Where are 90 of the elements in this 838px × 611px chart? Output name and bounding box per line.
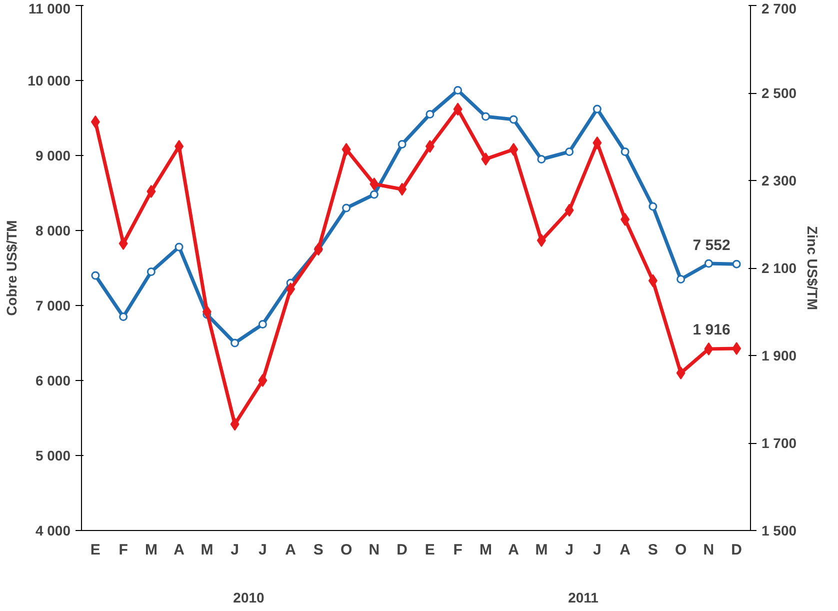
point <box>174 140 184 153</box>
point <box>454 86 462 94</box>
y-tick-label: 8 000 <box>35 222 71 238</box>
x-tick-label: S <box>648 542 658 558</box>
point <box>565 148 574 156</box>
data-label: 7 552 <box>692 237 730 254</box>
y2-tick-label: 1 500 <box>762 522 797 538</box>
x-tick-label: E <box>90 542 100 558</box>
x-tick-label: M <box>144 542 158 558</box>
point <box>426 110 434 118</box>
point <box>732 260 741 268</box>
point <box>91 271 100 280</box>
point <box>704 259 713 268</box>
point <box>370 190 378 199</box>
y-tick-label: 9 000 <box>35 148 71 164</box>
point <box>648 202 658 211</box>
point <box>481 112 490 121</box>
x-tick-label: O <box>340 542 352 558</box>
x-tick-label: F <box>118 542 128 558</box>
point <box>592 104 602 114</box>
x-tick-label: S <box>313 542 324 558</box>
y-axis-title: Cobre US$/TM <box>4 220 20 316</box>
point <box>453 102 462 116</box>
point <box>704 342 714 356</box>
point <box>174 242 184 252</box>
point <box>90 115 100 128</box>
x-tick-label: A <box>620 542 631 558</box>
text: 2010 <box>233 590 265 606</box>
y-tick-label: 7 000 <box>35 298 71 314</box>
x-tick-label: O <box>674 542 687 558</box>
y-tick-label: 5 000 <box>35 448 71 464</box>
point <box>536 234 546 247</box>
point <box>146 184 156 198</box>
point <box>146 268 156 276</box>
x-tick-label: D <box>731 542 742 558</box>
point <box>398 140 406 148</box>
point <box>342 204 351 212</box>
point <box>620 212 630 226</box>
point <box>620 148 630 156</box>
x-tick-label: E <box>424 542 435 558</box>
y-tick-label: 11 000 <box>28 0 71 16</box>
y-tick-label: 6 000 <box>35 372 71 388</box>
point <box>676 275 686 284</box>
point <box>370 178 379 190</box>
point <box>648 274 658 288</box>
point <box>118 237 128 250</box>
point <box>509 115 518 124</box>
y2-tick-label: 1 700 <box>762 435 797 451</box>
point <box>481 152 490 166</box>
x-tick-label: J <box>258 542 267 558</box>
point <box>258 374 268 387</box>
point <box>258 320 267 328</box>
point <box>314 242 323 256</box>
x-tick-label: J <box>593 542 602 558</box>
point <box>230 418 240 431</box>
x-tick-label: N <box>368 542 380 558</box>
x-tick-label: M <box>535 542 548 558</box>
y-tick-label: 10 000 <box>28 72 71 88</box>
x-tick-label: J <box>565 542 574 558</box>
y-tick-label: 4 000 <box>35 522 71 538</box>
point <box>202 305 212 318</box>
x-tick-label: F <box>453 542 462 558</box>
x-tick-label: J <box>230 542 239 558</box>
x-tick-label: A <box>174 542 185 558</box>
data-label: 1 916 <box>692 322 730 338</box>
point <box>509 142 518 156</box>
point <box>119 312 128 321</box>
point <box>592 136 602 150</box>
y2-tick-label: 2 100 <box>762 260 797 276</box>
x-tick-label: A <box>285 542 296 558</box>
point <box>732 342 742 355</box>
y2-tick-label: 2 700 <box>762 0 797 16</box>
y2-tick-label: 1 900 <box>762 348 797 364</box>
point <box>230 338 240 348</box>
point <box>676 366 686 380</box>
y2-axis-title: Zinc US$/TM <box>804 226 821 310</box>
point <box>537 155 546 164</box>
point <box>342 142 351 156</box>
y2-tick-label: 2 500 <box>762 85 797 101</box>
point <box>286 282 296 296</box>
point <box>564 204 574 217</box>
x-tick-label: N <box>703 542 714 558</box>
y2-tick-label: 2 300 <box>762 172 797 188</box>
x-tick-label: M <box>479 542 492 558</box>
text: 2011 <box>568 590 599 606</box>
point <box>425 140 434 153</box>
x-tick-label: D <box>396 542 408 558</box>
x-tick-label: A <box>508 542 520 558</box>
point <box>398 182 407 196</box>
x-tick-label: M <box>200 542 214 558</box>
